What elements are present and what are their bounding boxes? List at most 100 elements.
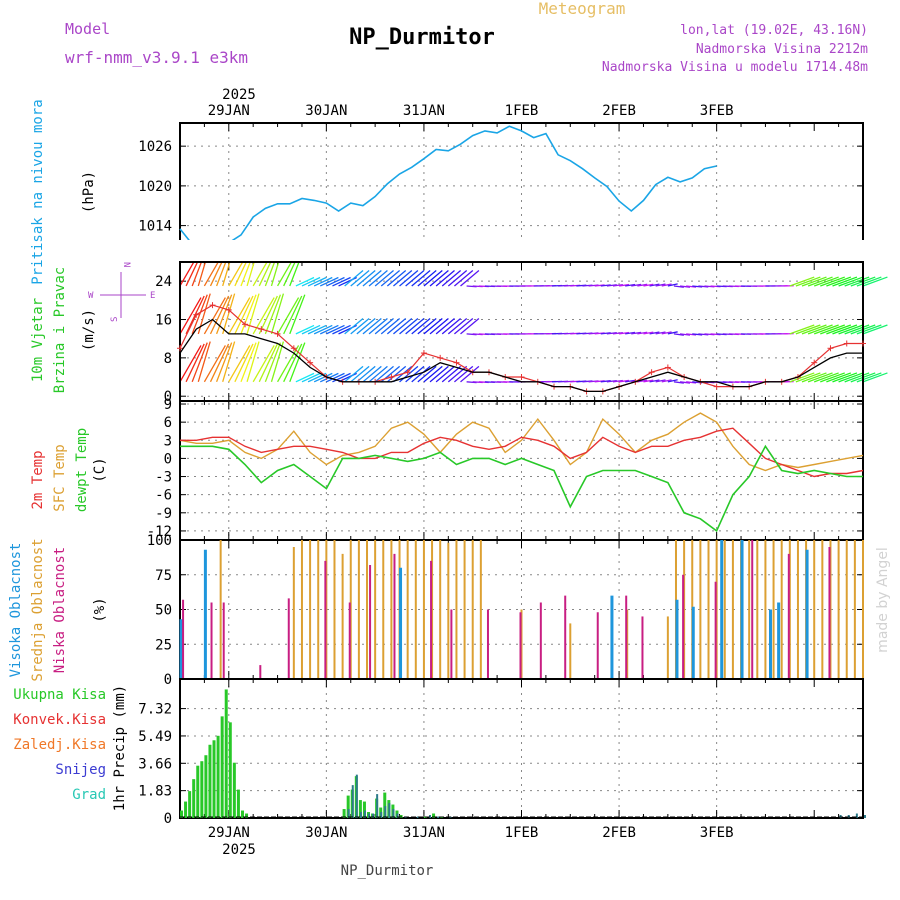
wind-barb (307, 324, 327, 335)
wind-barb (643, 283, 654, 287)
cloud-title-mid: Srednja Oblacnost (30, 538, 46, 681)
wind-barb (435, 317, 455, 335)
day-label-bottom: 2FEB (602, 825, 636, 841)
wind-barb (228, 297, 251, 335)
wind-barb (350, 317, 370, 335)
precip-total-bar (200, 761, 204, 818)
precip-total-bar (224, 689, 228, 818)
wind-barb (637, 283, 648, 287)
wind-barb (405, 365, 425, 383)
wind-barb (606, 284, 617, 287)
wind-barb (417, 317, 437, 335)
precip-snow-bar (359, 812, 362, 818)
wind-barb (612, 284, 623, 287)
wind-barb (679, 333, 691, 336)
cloud-title-high: Visoka Oblacnost (8, 543, 24, 678)
y-tick-label: 3 (164, 433, 172, 449)
precip-snow-bar (380, 812, 383, 818)
wind-barb (234, 295, 254, 335)
wind-barb (661, 331, 672, 335)
wind-barb (332, 324, 351, 335)
wind-barb (319, 276, 339, 287)
wind-barb (344, 270, 364, 287)
wind-barb (197, 341, 211, 383)
y-tick-label: 1026 (138, 139, 172, 155)
wind-barb (411, 365, 431, 383)
compass-west: W (88, 291, 94, 301)
wind-speed-line (179, 318, 863, 393)
wind-barb (209, 343, 230, 383)
wind-barb (686, 381, 697, 384)
temp-title-dew: dewpt Temp (74, 428, 90, 512)
wind-barb (203, 345, 226, 383)
precip-snow-bar (376, 794, 379, 818)
wind-barb (295, 324, 315, 335)
y-tick-label: 3.66 (138, 756, 172, 772)
wind-barb (631, 283, 642, 287)
wind-barb (612, 331, 623, 335)
wind-title-1: 10m Vjetar (30, 298, 46, 382)
precip-total-bar (212, 740, 216, 818)
year-label-top: 2025 (222, 87, 256, 103)
wind-barb (399, 365, 419, 383)
day-label-top: 30JAN (305, 103, 347, 119)
wind-barb (252, 345, 275, 383)
wind-barb (405, 317, 425, 335)
wind-barb (813, 324, 839, 335)
wind-mask-top (179, 240, 864, 261)
wind-barb (820, 324, 845, 335)
precip-total-bar (204, 755, 208, 818)
wind-barb (289, 342, 306, 383)
y-tick-label: 5.49 (138, 729, 172, 745)
y-tick-label: -9 (155, 506, 172, 522)
precip-total-bar (236, 789, 240, 818)
wind-barb (362, 317, 382, 335)
wind-barb (649, 331, 660, 335)
precip-snow-bar (437, 816, 440, 818)
precip-legend-item: Grad (72, 787, 106, 803)
pressure-line (179, 125, 717, 252)
wind-barb (405, 270, 425, 287)
wind-barb (258, 343, 278, 383)
wind-barb (386, 317, 407, 335)
y-tick-label: 6 (164, 415, 172, 431)
compass-east: E (150, 291, 155, 301)
wind-barb (319, 324, 339, 335)
wind-barb (789, 324, 815, 335)
precip-total-bar (362, 801, 366, 818)
wind-barb (637, 331, 648, 335)
precip-snow-bar (368, 813, 371, 818)
wind-barb (795, 324, 821, 335)
wind-barb (203, 297, 226, 335)
wind-barb (801, 276, 827, 287)
day-label-bottom: 29JAN (208, 825, 250, 841)
wind-barb (692, 333, 703, 336)
wind-barb (655, 379, 666, 383)
sfc-temp-line (179, 412, 864, 472)
compass-rose: W E N S (88, 262, 155, 322)
wind-barb (295, 276, 315, 287)
precip-legend-item: Konvek.Kisa (13, 712, 106, 728)
precip-snow-bar (416, 816, 419, 818)
wind-barb (417, 270, 437, 287)
wind-barb (460, 365, 480, 383)
wind-barb (326, 276, 345, 287)
wind-barb (856, 276, 882, 287)
wind-barb (228, 345, 251, 383)
wind-barb (344, 365, 364, 383)
wind-barb (612, 379, 623, 383)
wind-barb (270, 293, 285, 335)
y-tick-label: 1.83 (138, 784, 172, 800)
wind-barb (215, 342, 233, 383)
wind-barb (838, 372, 864, 383)
wind-barb (209, 295, 230, 335)
y-tick-label: 7.32 (138, 702, 172, 718)
wind-barb (429, 270, 449, 287)
precip-snow-bar (347, 809, 350, 818)
precip-total-bar (192, 779, 196, 818)
wind-barb (393, 317, 413, 335)
wind-barb (637, 379, 648, 383)
wind-barb (441, 317, 462, 335)
precip-snow-bar (855, 813, 858, 818)
precip-total-bar (184, 801, 188, 818)
